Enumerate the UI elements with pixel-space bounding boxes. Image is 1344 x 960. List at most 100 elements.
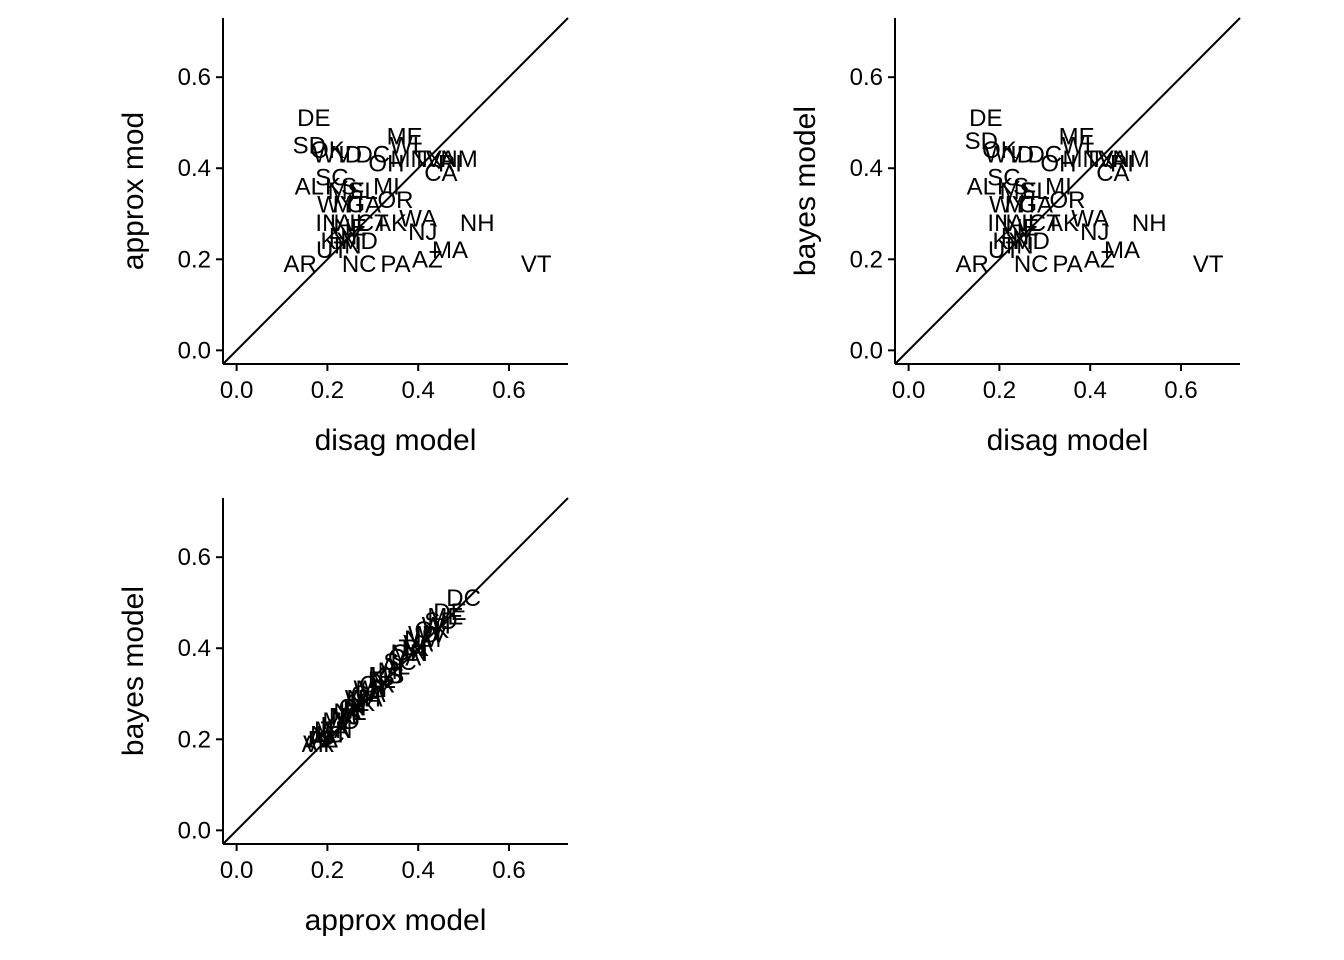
- point-label: CT: [339, 694, 371, 721]
- point-label: OK: [982, 137, 1017, 164]
- point-label: NJ: [331, 704, 360, 731]
- point-label: NY: [329, 224, 362, 251]
- point-label: MS: [1000, 178, 1036, 205]
- point-label: OH: [391, 640, 427, 667]
- point-label: DE: [433, 599, 466, 626]
- point-label: CA: [424, 160, 457, 187]
- point-label: MI: [373, 173, 400, 200]
- point-label: SC: [383, 649, 416, 676]
- point-label: VT: [303, 731, 334, 758]
- point-label: UT: [316, 237, 348, 264]
- point-label: AK: [375, 210, 407, 237]
- point-label: AR: [283, 251, 316, 278]
- x-axis-title: disag model: [315, 424, 477, 457]
- point-label: TX: [398, 635, 429, 662]
- point-label: FL: [350, 178, 378, 205]
- x-tick-label: 0.6: [492, 377, 525, 404]
- point-label: SD: [424, 608, 457, 635]
- x-tick-label: 0.0: [220, 857, 253, 884]
- point-label: KY: [320, 713, 352, 740]
- point-label: FL: [1022, 178, 1050, 205]
- point-label: WA: [345, 685, 383, 712]
- y-tick-label: 0.4: [178, 635, 211, 662]
- point-label: NM: [404, 626, 441, 653]
- point-label: KY: [320, 228, 352, 255]
- point-label: RI: [402, 635, 426, 662]
- point-label: MA: [432, 237, 468, 264]
- y-tick-label: 0.2: [178, 726, 211, 753]
- point-label: TX: [1084, 146, 1115, 173]
- point-label: NM: [1112, 146, 1149, 173]
- point-label: DE: [969, 105, 1002, 132]
- point-label: VT: [1193, 251, 1224, 278]
- point-label: MI: [1045, 173, 1072, 200]
- point-label: WV: [408, 622, 447, 649]
- point-label: CA: [388, 644, 421, 671]
- point-label: GA: [346, 192, 381, 219]
- point-label: GA: [351, 681, 386, 708]
- point-label: IL: [349, 690, 369, 717]
- point-label: MD: [341, 228, 378, 255]
- point-label: IN: [343, 694, 367, 721]
- y-tick-label: 0.0: [178, 817, 211, 844]
- point-label: OH: [1040, 151, 1076, 178]
- panel-1: 0.0 0.2 0.4 0.6 0.0 0.2 0.4 0.6 disag model appro…: [117, 17, 569, 457]
- point-label: VA: [1098, 146, 1128, 173]
- point-label: NH: [1132, 210, 1167, 237]
- point-label: AK: [343, 690, 375, 717]
- point-label: AL: [967, 173, 996, 200]
- x-tick-label: 0.2: [311, 377, 344, 404]
- point-label: KS: [325, 173, 357, 200]
- point-label: AL: [295, 173, 324, 200]
- point-label: MA: [1104, 237, 1140, 264]
- point-label: NC: [310, 722, 345, 749]
- point-label: TN: [1002, 233, 1034, 260]
- identity-line: [222, 17, 569, 365]
- point-label: MD: [322, 708, 359, 735]
- x-tick-label: 0.0: [892, 377, 925, 404]
- point-label: WI: [422, 612, 451, 639]
- point-label: OK: [310, 137, 345, 164]
- point-label: IN: [987, 210, 1011, 237]
- y-tick-label: 0.0: [850, 337, 883, 364]
- point-label: RI: [1110, 151, 1134, 178]
- y-tick-label: 0.4: [178, 155, 211, 182]
- point-label: MD: [1013, 228, 1050, 255]
- point-label: WY: [353, 676, 392, 703]
- point-label: WA: [399, 205, 437, 232]
- point-label: SC: [987, 164, 1020, 191]
- x-tick-label: 0.6: [492, 857, 525, 884]
- identity-line: [222, 497, 569, 845]
- point-label: WY: [989, 192, 1028, 219]
- point-label: NJ: [1080, 219, 1109, 246]
- x-tick-label: 0.2: [983, 377, 1016, 404]
- point-label: VA: [426, 146, 456, 173]
- point-label: NE: [333, 214, 366, 241]
- point-label: IA: [330, 210, 353, 237]
- point-label: OK: [414, 617, 449, 644]
- point-label: UT: [316, 722, 348, 749]
- point-label: AK: [1047, 210, 1079, 237]
- x-tick-label: 0.6: [1164, 377, 1197, 404]
- y-axis-title: bayes model: [117, 586, 150, 756]
- point-label: MT: [333, 192, 368, 219]
- point-label: WA: [1071, 205, 1109, 232]
- point-label: VA: [403, 631, 433, 658]
- y-tick-label: 0.2: [178, 246, 211, 273]
- point-label: DC: [1027, 142, 1062, 169]
- point-label: AR: [955, 251, 988, 278]
- point-label: KY: [992, 228, 1024, 255]
- point-label: PA: [380, 251, 410, 278]
- point-label: KS: [370, 663, 402, 690]
- point-label: NY: [1001, 224, 1034, 251]
- point-label: WV: [985, 142, 1024, 169]
- point-label: GA: [1018, 192, 1053, 219]
- point-label: AZ: [412, 246, 443, 273]
- point-label: NC: [342, 251, 377, 278]
- point-label: MT: [355, 676, 390, 703]
- y-axis-title: bayes model: [789, 106, 822, 276]
- point-label: ME: [427, 603, 463, 630]
- point-label: WI: [390, 132, 419, 159]
- point-label: NE: [1005, 214, 1038, 241]
